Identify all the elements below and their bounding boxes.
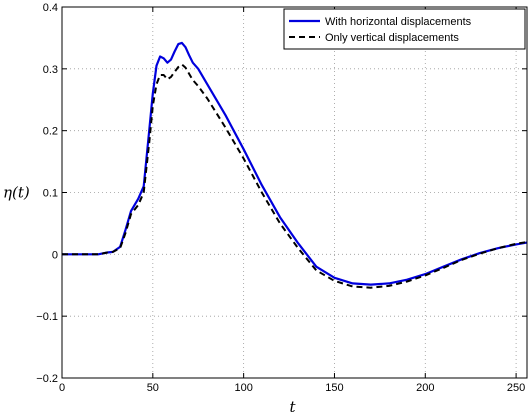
- x-tick-label: 200: [416, 382, 434, 394]
- x-axis-label: t: [289, 398, 296, 416]
- y-tick-label: 0: [52, 249, 58, 261]
- axis-ticks: 0 50 100 150 200 250 −0.2 −0.1 0 0.1 0.2 0.3 0.4: [36, 2, 527, 394]
- legend: With horizontal displacements Only verti…: [283, 8, 526, 50]
- y-tick-label: −0.2: [36, 373, 58, 385]
- legend-box: [283, 8, 526, 50]
- series-line-vertical: [62, 63, 528, 289]
- y-tick-label: 0.1: [43, 188, 58, 200]
- legend-label-vertical: Only vertical displacements: [325, 32, 459, 44]
- y-tick-label: 0.2: [43, 126, 58, 138]
- y-tick-label: −0.1: [36, 311, 58, 323]
- series-lines: [62, 41, 528, 289]
- x-tick-label: 250: [507, 382, 525, 394]
- x-tick-label: 100: [234, 382, 252, 394]
- x-tick-label: 50: [147, 382, 159, 394]
- x-tick-label: 0: [59, 382, 65, 394]
- y-tick-label: 0.4: [43, 2, 58, 14]
- y-axis-label: η(t): [3, 184, 30, 202]
- series-line-horizontal: [62, 41, 528, 286]
- grid: [61, 6, 527, 379]
- x-tick-label: 150: [325, 382, 343, 394]
- legend-label-horizontal: With horizontal displacements: [325, 16, 472, 28]
- plot-frame: [61, 6, 528, 379]
- y-tick-label: 0.3: [43, 64, 58, 76]
